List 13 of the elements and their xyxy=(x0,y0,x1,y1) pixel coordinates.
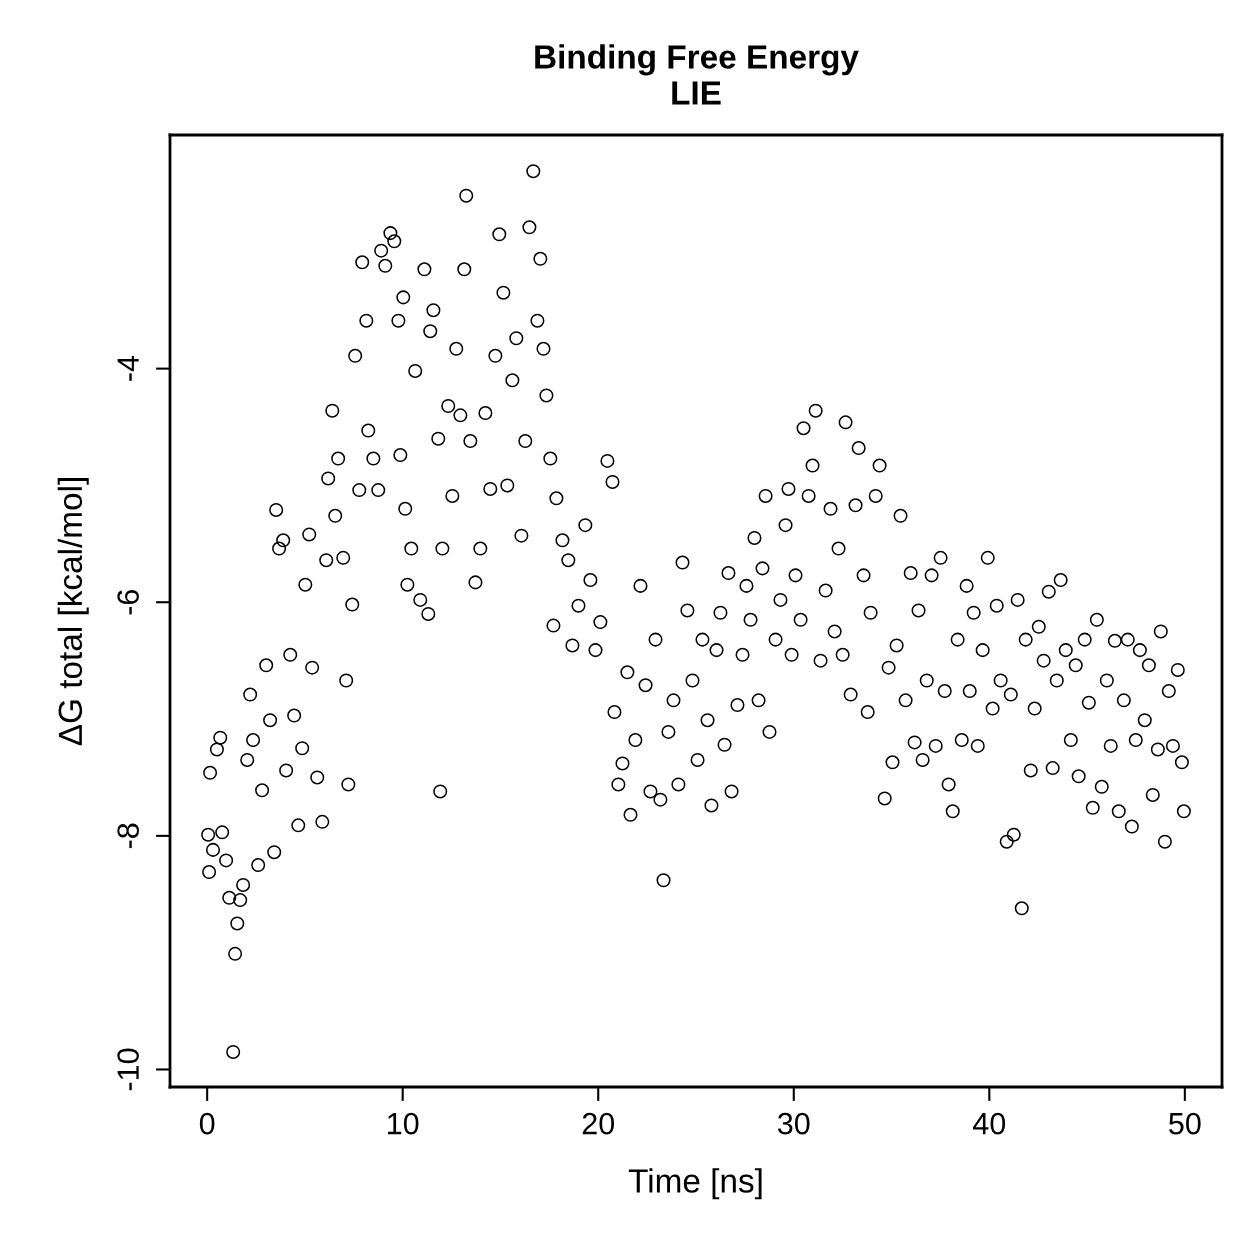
x-tick-label: 30 xyxy=(777,1112,810,1135)
y-tick-label: -6 xyxy=(117,590,139,615)
y-tick-label: -8 xyxy=(117,823,139,849)
x-tick-label: 40 xyxy=(973,1112,1006,1135)
y-tick-label: -10 xyxy=(117,1048,139,1091)
x-tick-label: 50 xyxy=(1169,1112,1201,1135)
x-tick-label: 10 xyxy=(388,1112,419,1135)
y-tick-label: -4 xyxy=(117,355,139,381)
y-axis-title: ΔG total [kcal/mol] xyxy=(57,478,89,746)
x-tick-label: 20 xyxy=(582,1112,615,1135)
x-tick-label: 0 xyxy=(199,1112,215,1135)
chart-title: Binding Free Energy LIE xyxy=(535,44,859,105)
x-axis-title: Time [ns] xyxy=(628,1168,762,1200)
